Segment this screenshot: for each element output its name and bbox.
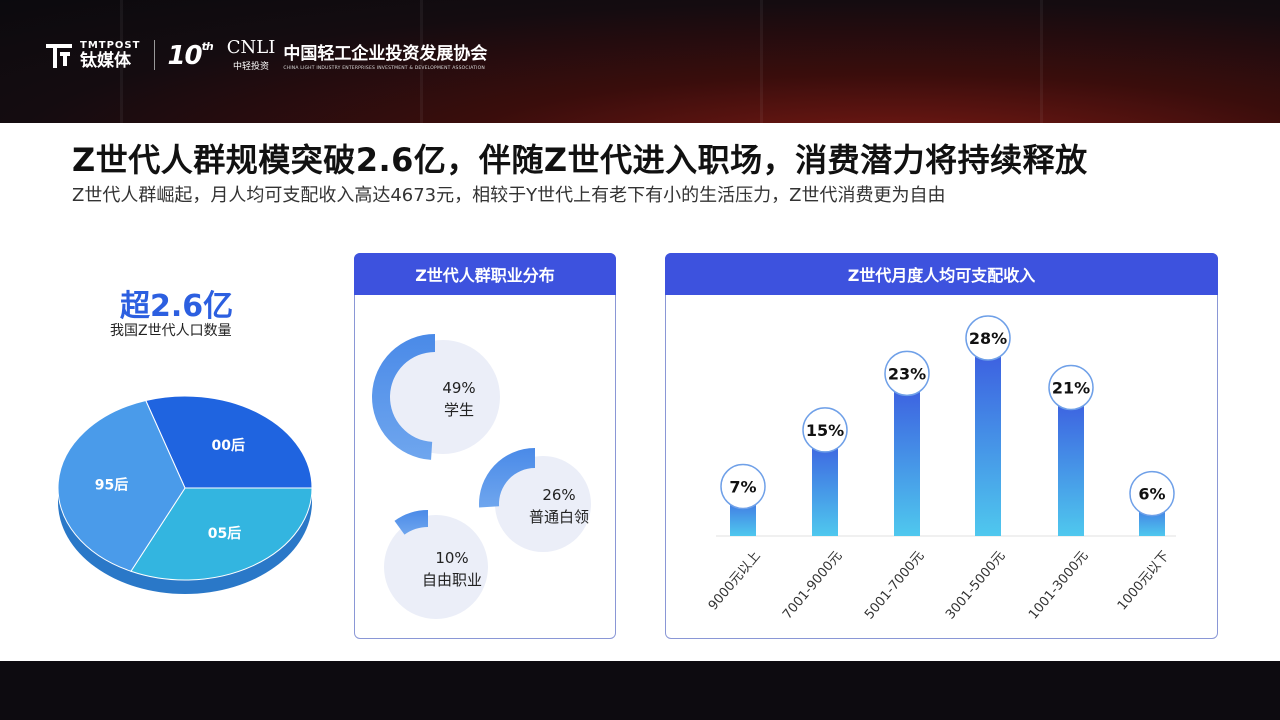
income-bar-value-2: 23%: [888, 364, 926, 383]
occupation-arc-0: [371, 334, 435, 460]
generation-pie-chart: 00后 05后 95后: [50, 393, 320, 613]
occupation-card-title: Z世代人群职业分布: [354, 253, 616, 295]
ring-background-2: [384, 515, 488, 619]
pie-slice-2: [57, 399, 186, 572]
income-bar-value-0: 7%: [729, 478, 756, 497]
income-card: Z世代月度人均可支配收入 7% 15% 23% 28% 21% 6% 9000元以上 700…: [665, 253, 1218, 639]
income-bar-badge-5: [1129, 470, 1175, 517]
occupation-percent-0: 49%: [442, 379, 475, 397]
tmtpost-brand-cn: 钛媒体: [80, 50, 131, 71]
pie-slice-label-2: 95后: [95, 477, 128, 494]
tmtpost-logo-icon: [44, 40, 74, 70]
occupation-label-0: 学生: [444, 401, 474, 419]
income-bar-badge-0: [720, 463, 766, 510]
income-bar-2: [894, 373, 920, 536]
income-card-title: Z世代月度人均可支配收入: [665, 253, 1218, 295]
tmtpost-brand: TMTPOST: [80, 39, 141, 51]
cnli-logo: CNLI 中轻投资: [226, 36, 276, 72]
logo-divider: [154, 40, 156, 70]
occupation-percent-1: 26%: [542, 486, 575, 504]
income-bar-4: [1058, 387, 1084, 536]
income-bar-badge-4: [1048, 364, 1094, 411]
association-name-en: CHINA LIGHT INDUSTRY ENTERPRISES INVESTM…: [283, 66, 485, 71]
population-value: 超2.6亿: [120, 289, 234, 324]
ring-background-1: [495, 456, 591, 552]
occupation-label-1: 普通白领: [529, 508, 589, 526]
income-bar-badge-3: [965, 315, 1011, 361]
occupation-label-2: 自由职业: [422, 571, 482, 589]
header-band: TMTPOST 钛媒体 10th CNLI 中轻投资 中国轻工企业投资发展协会 …: [0, 0, 1280, 123]
pie-slice-label-0: 00后: [212, 437, 245, 454]
occupation-arc-1: [479, 448, 535, 508]
tenth-anniversary-logo: 10th: [167, 39, 213, 71]
income-bar-value-3: 28%: [969, 329, 1007, 348]
association-name: 中国轻工企业投资发展协会: [283, 44, 488, 64]
footer-band: [0, 661, 1280, 720]
pie-slice-1: [130, 487, 313, 581]
income-bar-3: [975, 338, 1001, 536]
pie-slice-label-1: 05后: [208, 525, 241, 542]
income-bar-value-1: 15%: [806, 421, 844, 440]
pie-slice-0: [145, 395, 313, 489]
population-label: 我国Z世代人口数量: [110, 323, 232, 339]
income-bar-value-5: 6%: [1138, 485, 1165, 504]
page-title: Z世代人群规模突破2.6亿，伴随Z世代进入职场，消费潜力将持续释放: [72, 141, 1088, 179]
occupation-arc-2: [394, 510, 428, 535]
logo-bar: TMTPOST 钛媒体 10th CNLI 中轻投资 中国轻工企业投资发展协会 …: [44, 38, 487, 72]
ring-background-0: [386, 340, 500, 454]
income-bar-badge-1: [802, 407, 848, 453]
page-subtitle: Z世代人群崛起，月人均可支配收入高达4673元，相较于Y世代上有老下有小的生活压…: [72, 185, 946, 206]
income-bar-badge-2: [884, 350, 930, 397]
content-panel: Z世代人群规模突破2.6亿，伴随Z世代进入职场，消费潜力将持续释放 Z世代人群崛…: [0, 123, 1280, 661]
occupation-card: Z世代人群职业分布 49% 学生 26% 普通白领 10% 自由职业: [354, 253, 616, 639]
income-bar-value-4: 21%: [1052, 379, 1090, 398]
occupation-percent-2: 10%: [435, 549, 468, 567]
